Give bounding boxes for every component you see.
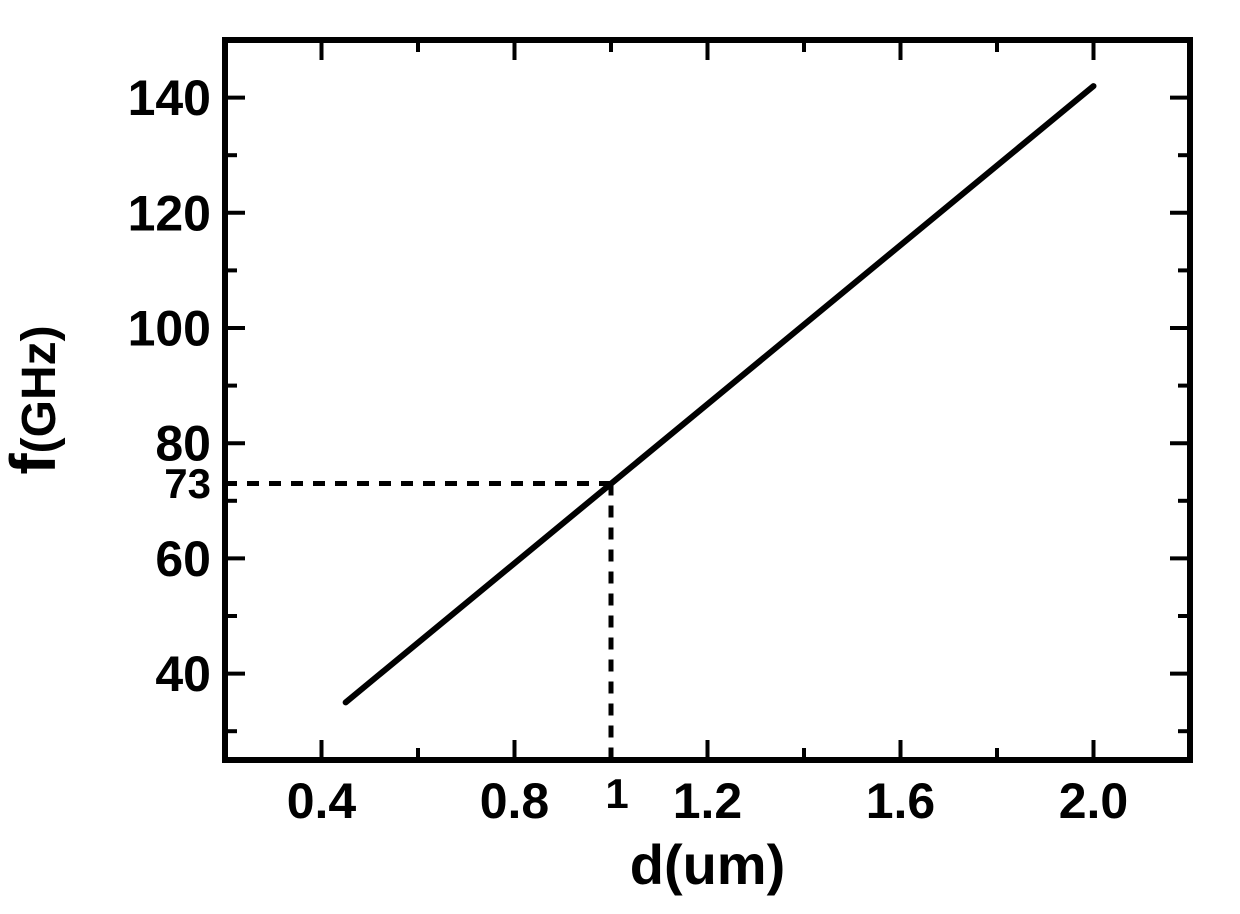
y-tick-label: 100 [128,301,211,357]
x-tick-label: 2.0 [1059,773,1129,829]
x-tick-label: 0.4 [287,773,357,829]
x-tick-label: 1.6 [866,773,936,829]
x-special-label: 1 [605,770,628,817]
y-tick-label: 140 [128,70,211,126]
y-tick-label: 60 [155,531,211,587]
line-chart: 0.40.81.21.62.0406080100120140731d(um)f(… [0,0,1240,914]
y-tick-label: 40 [155,646,211,702]
y-tick-label: 120 [128,185,211,241]
x-tick-label: 1.2 [673,773,743,829]
chart-container: 0.40.81.21.62.0406080100120140731d(um)f(… [0,0,1240,914]
x-axis-label: d(um) [630,833,786,896]
x-tick-label: 0.8 [480,773,550,829]
y-special-label: 73 [164,460,211,507]
